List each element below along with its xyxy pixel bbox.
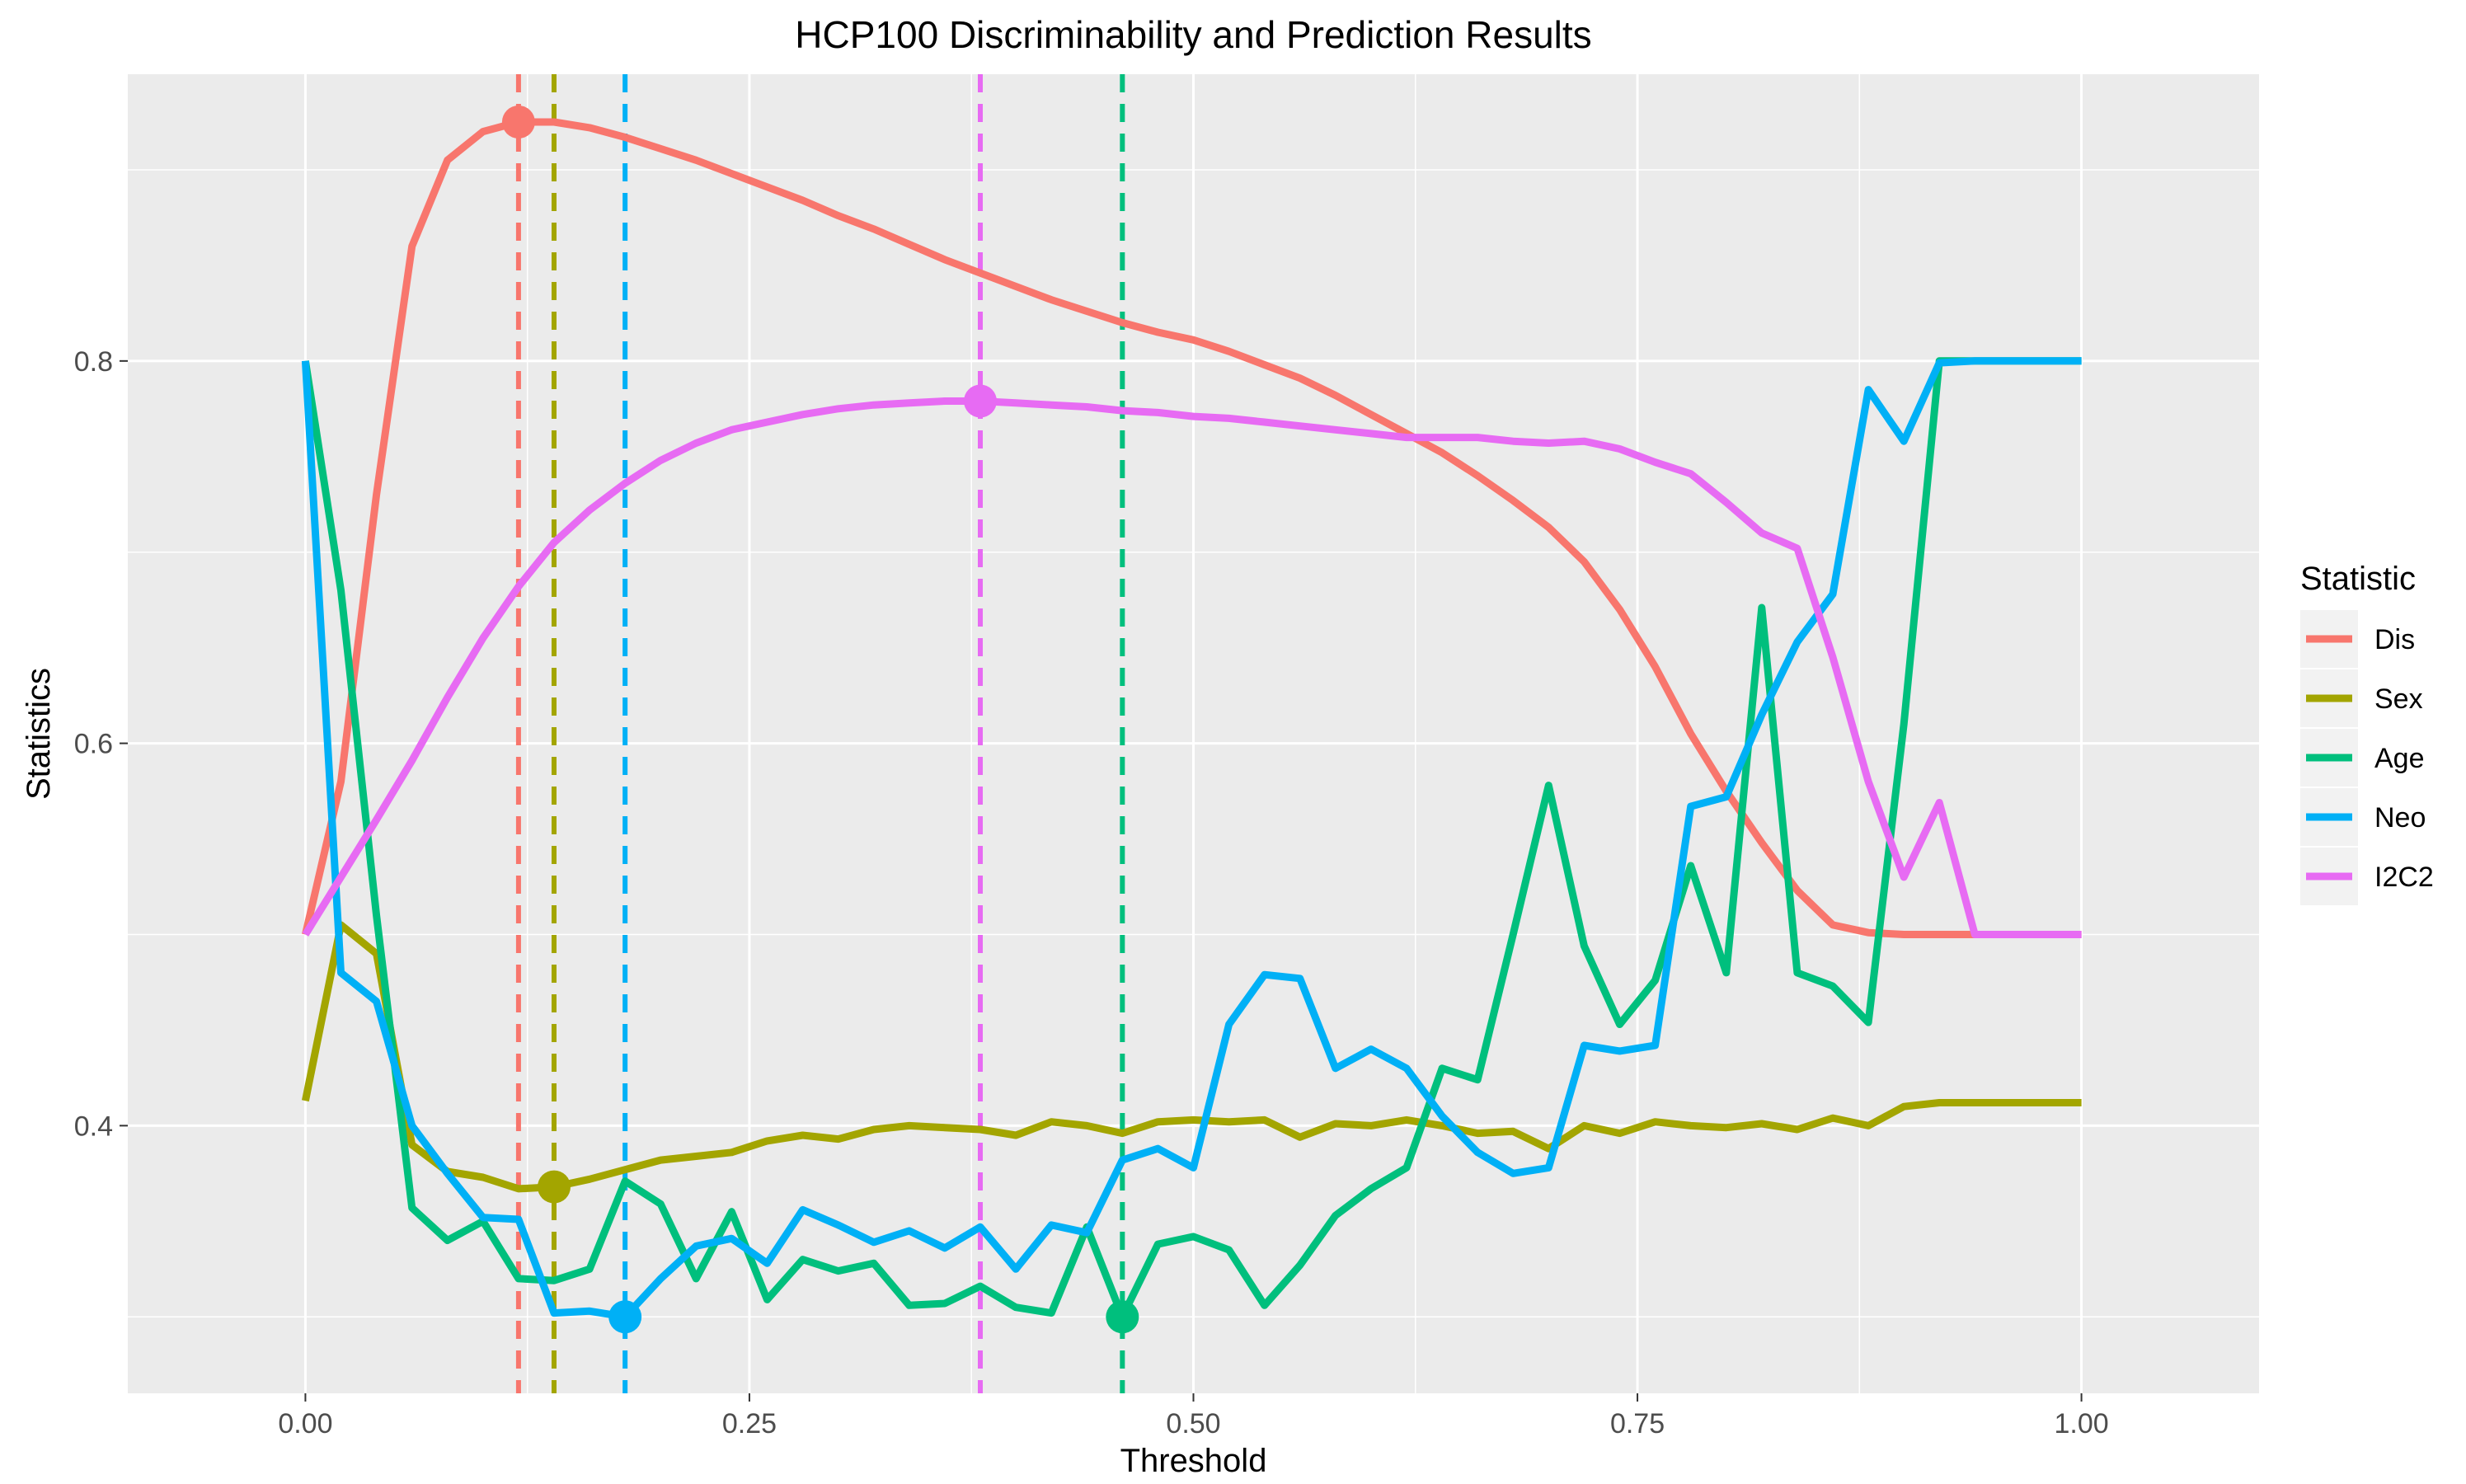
y-tick-label: 0.4 [74,1111,113,1142]
legend-label-sex: Sex [2374,683,2423,715]
optimum-point-sex [538,1170,571,1204]
optimum-point-age [1106,1300,1139,1334]
y-tick-label: 0.8 [74,346,113,378]
x-axis-label: Threshold [1120,1443,1267,1479]
optimum-point-i2c2 [964,384,997,418]
legend: Statistic Dis Sex Age Neo I2C2 [2300,561,2434,905]
y-tick-label: 0.6 [74,729,113,760]
legend-label-dis: Dis [2374,624,2415,655]
x-tick-label: 0.25 [722,1408,777,1439]
x-axis: 0.00 0.25 0.50 0.75 1.00 [278,1393,2109,1439]
series-line-neo [301,357,2082,1321]
legend-label-neo: Neo [2374,802,2426,834]
legend-title: Statistic [2300,561,2416,597]
series-line-i2c2 [302,397,2082,938]
series-line-sex [301,921,2082,1193]
optimum-point-dis [501,105,535,139]
y-axis-label: Statistics [21,668,57,800]
legend-label-age: Age [2374,743,2425,774]
optimum-point-neo [608,1300,642,1334]
x-tick-label: 0.00 [278,1408,332,1439]
legend-label-i2c2: I2C2 [2374,862,2434,893]
series-line-age [301,357,2082,1321]
y-axis: 0.4 0.6 0.8 [74,346,128,1142]
series-lines [301,118,2082,1321]
optimum-points [501,105,1139,1334]
chart-title: HCP100 Discriminability and Prediction R… [795,13,1591,56]
optimum-threshold-lines [515,74,1125,1393]
x-tick-label: 0.75 [1610,1408,1665,1439]
x-tick-label: 0.50 [1166,1408,1220,1439]
major-gridlines [128,74,2259,1393]
x-tick-label: 1.00 [2054,1408,2108,1439]
